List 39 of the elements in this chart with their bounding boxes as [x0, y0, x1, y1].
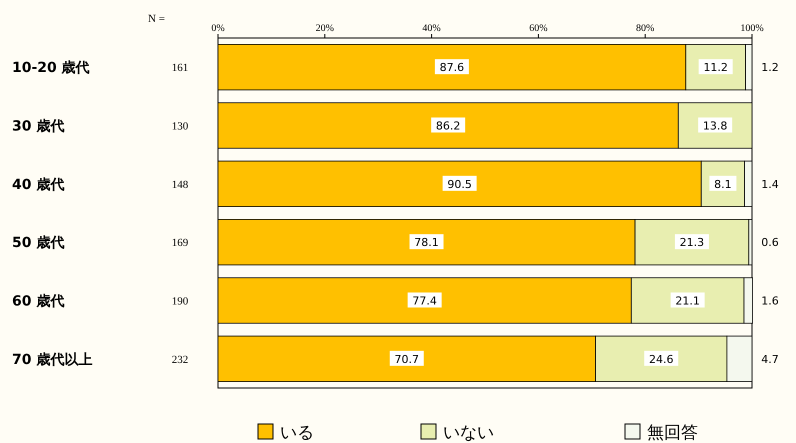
x2-tick-label: 60%	[529, 23, 548, 34]
x2-tick-label: 40%	[422, 23, 441, 34]
x2-tick-label: 100%	[740, 23, 764, 34]
y-tick-label: 10-20 歳代	[12, 60, 90, 76]
data-label: 1.4	[761, 178, 779, 191]
text: 148	[172, 178, 189, 191]
text: 169	[172, 237, 189, 250]
legend-label: いない	[443, 423, 494, 443]
data-label: 78.1	[414, 236, 439, 250]
data-label: 86.2	[436, 120, 460, 132]
data-label: 8.1	[714, 178, 732, 191]
data-label: 0.6	[761, 236, 779, 250]
data-label: 21.1	[675, 294, 700, 308]
data-label: 70.7	[394, 352, 420, 366]
data-label: 24.6	[648, 352, 674, 366]
text: 130	[172, 120, 189, 132]
data-label: 77.4	[412, 294, 437, 308]
text: N =	[148, 13, 165, 25]
data-label: 1.2	[761, 61, 779, 74]
data-label: 1.6	[761, 294, 779, 308]
text: 190	[172, 296, 189, 308]
y-tick-label: 40 歳代	[12, 176, 64, 193]
x2-tick-label: 0%	[211, 23, 225, 34]
y-tick-label: 60 歳代	[12, 294, 64, 310]
data-label: 11.2	[703, 61, 728, 74]
legend-label: いる	[280, 423, 314, 443]
y-tick-label: 70 歳代以上	[12, 352, 92, 368]
data-label: 13.8	[702, 120, 728, 132]
x2-tick-label: 80%	[636, 23, 654, 34]
data-label: 21.3	[680, 236, 704, 250]
legend-label: 無回答	[647, 423, 698, 443]
x2-tick-label: 20%	[316, 23, 334, 34]
text: 232	[172, 354, 188, 366]
data-label: 90.5	[447, 178, 472, 191]
data-label: 87.6	[440, 61, 464, 74]
text: 161	[172, 62, 188, 74]
y-tick-label: 30 歳代	[12, 118, 64, 134]
y-tick-label: 50 歳代	[12, 235, 64, 252]
data-label: 4.7	[761, 352, 779, 366]
